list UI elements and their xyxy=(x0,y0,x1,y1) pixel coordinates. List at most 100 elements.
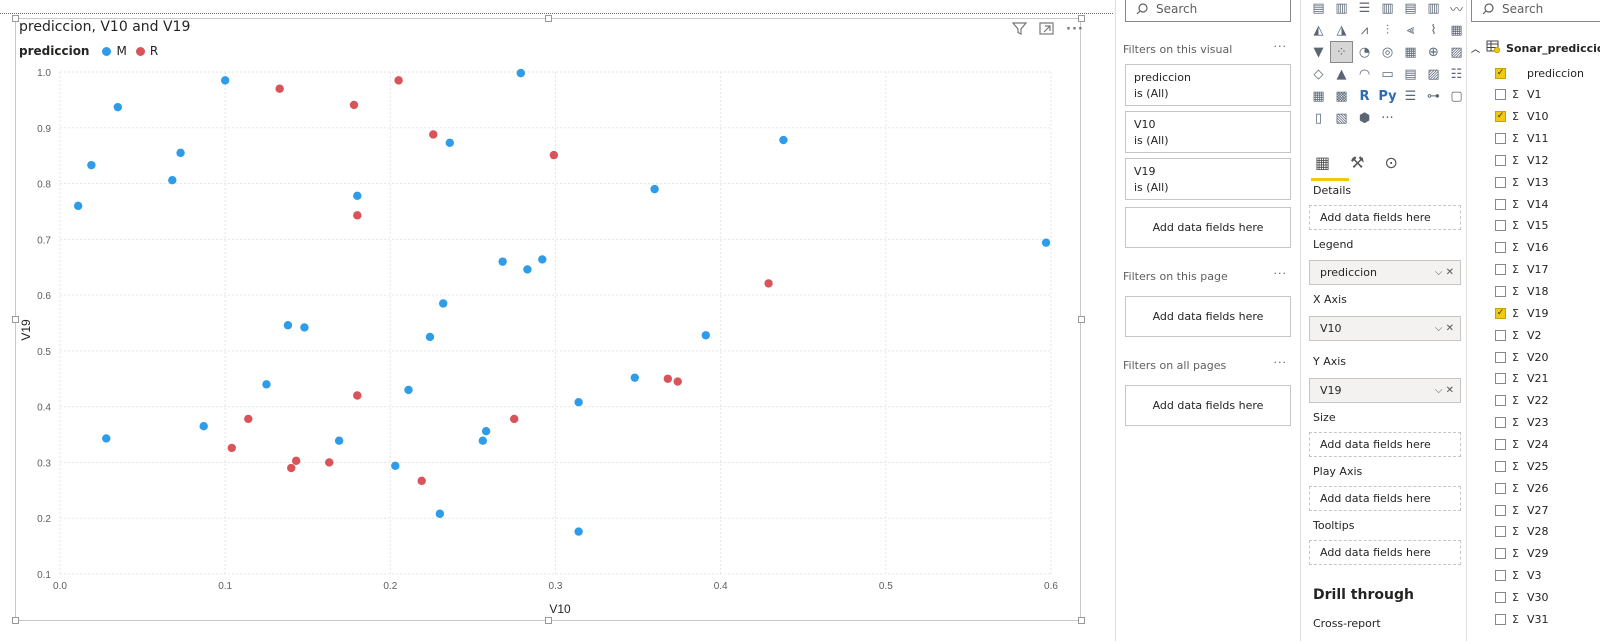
field-checkbox[interactable] xyxy=(1495,482,1506,494)
data-point-m[interactable] xyxy=(334,436,344,445)
data-point-r[interactable] xyxy=(353,211,362,220)
key-influencers-icon[interactable]: ☰ xyxy=(1404,88,1417,104)
azure-map-icon[interactable]: ▲ xyxy=(1336,66,1347,82)
data-point-r[interactable] xyxy=(510,414,519,424)
data-point-m[interactable] xyxy=(353,191,362,201)
kpi-icon[interactable]: ▨ xyxy=(1427,66,1440,82)
field-item-v15[interactable]: Σ V15 xyxy=(1495,217,1549,235)
data-point-m[interactable] xyxy=(391,461,400,470)
stacked-area-icon[interactable]: ◮ xyxy=(1336,22,1347,38)
data-point-m[interactable] xyxy=(425,332,435,342)
data-point-m[interactable] xyxy=(262,380,271,389)
line-stacked-column-icon[interactable]: ⫶ xyxy=(1385,22,1390,38)
data-point-m[interactable] xyxy=(445,138,454,148)
field-checkbox[interactable] xyxy=(1495,329,1506,341)
data-point-m[interactable] xyxy=(498,257,507,266)
data-point-r[interactable] xyxy=(429,130,438,139)
data-point-m[interactable] xyxy=(574,527,583,536)
data-point-r[interactable] xyxy=(417,476,426,486)
x-axis-well[interactable]: V10 ⌵ ✕ xyxy=(1309,316,1461,341)
resize-handle-top-right[interactable] xyxy=(1078,15,1085,22)
field-item-v18[interactable]: Σ V18 xyxy=(1495,283,1549,301)
play-axis-well[interactable]: Add data fields here xyxy=(1309,486,1461,511)
treemap-icon[interactable]: ▦ xyxy=(1404,44,1417,60)
data-point-m[interactable] xyxy=(435,509,445,518)
data-point-m[interactable] xyxy=(168,176,177,185)
scatter-chart-icon[interactable]: ⁘ xyxy=(1330,41,1353,63)
clustered-bar-icon[interactable]: ☰ xyxy=(1358,0,1371,16)
resize-handle-right[interactable] xyxy=(1078,316,1085,323)
data-point-m[interactable] xyxy=(438,299,448,308)
legend-well[interactable]: prediccion ⌵ ✕ xyxy=(1309,260,1461,285)
matrix-icon[interactable]: ▩ xyxy=(1335,88,1348,104)
resize-handle-top[interactable] xyxy=(545,15,552,22)
field-checkbox[interactable] xyxy=(1495,460,1506,472)
funnel-icon[interactable]: ▼ xyxy=(1313,44,1324,60)
data-point-m[interactable] xyxy=(481,427,491,436)
fields-tab-icon[interactable]: ▦ xyxy=(1315,153,1331,172)
add-report-filter-well[interactable]: Add data fields here xyxy=(1125,385,1291,426)
waterfall-icon[interactable]: ▦ xyxy=(1450,22,1463,38)
report-canvas[interactable]: prediccion, V10 and V19 prediccion M R ·… xyxy=(0,0,1113,641)
field-checkbox[interactable]: ✓ xyxy=(1495,67,1506,79)
data-point-m[interactable] xyxy=(516,68,526,78)
more-options-icon[interactable]: ··· xyxy=(1066,22,1084,37)
field-checkbox[interactable] xyxy=(1495,154,1506,166)
field-checkbox[interactable] xyxy=(1495,526,1506,538)
100-bar-icon[interactable]: ▤ xyxy=(1404,0,1417,16)
power-apps-icon[interactable]: ▧ xyxy=(1335,110,1348,126)
field-item-v14[interactable]: Σ V14 xyxy=(1495,195,1549,213)
qa-icon[interactable]: ▢ xyxy=(1450,88,1463,104)
filters-search-input[interactable]: Search xyxy=(1125,0,1291,22)
stacked-bar-icon[interactable]: ▤ xyxy=(1312,0,1325,16)
resize-handle-bottom[interactable] xyxy=(545,617,552,624)
field-item-v2[interactable]: Σ V2 xyxy=(1495,326,1542,344)
line-column-icon[interactable]: ⩘ xyxy=(1360,22,1369,38)
data-point-m[interactable] xyxy=(220,76,230,85)
field-item-v3[interactable]: Σ V3 xyxy=(1495,567,1542,585)
field-item-v16[interactable]: Σ V16 xyxy=(1495,239,1549,257)
field-checkbox[interactable]: ✓ xyxy=(1495,307,1506,319)
field-checkbox[interactable] xyxy=(1495,133,1506,145)
100-column-icon[interactable]: ▥ xyxy=(1427,0,1440,16)
field-checkbox[interactable] xyxy=(1495,198,1506,210)
field-item-v24[interactable]: Σ V24 xyxy=(1495,435,1549,453)
data-point-r[interactable] xyxy=(394,76,403,85)
clustered-column-icon[interactable]: ▥ xyxy=(1381,0,1394,16)
data-point-m[interactable] xyxy=(73,201,83,211)
focus-mode-icon[interactable] xyxy=(1039,22,1054,39)
gauge-icon[interactable]: ◠ xyxy=(1358,66,1371,82)
field-checkbox[interactable] xyxy=(1495,417,1506,429)
decomposition-tree-icon[interactable]: ⊶ xyxy=(1427,88,1440,104)
field-item-v25[interactable]: Σ V25 xyxy=(1495,457,1549,475)
python-visual-icon[interactable]: Py xyxy=(1378,88,1397,104)
data-point-m[interactable] xyxy=(1041,238,1051,247)
field-checkbox[interactable] xyxy=(1495,286,1506,297)
details-well[interactable]: Add data fields here xyxy=(1309,205,1461,230)
field-checkbox[interactable] xyxy=(1495,242,1506,254)
chevron-up-icon[interactable]: ︿ xyxy=(1471,44,1481,55)
filter-card-v19[interactable]: V19 is (All) xyxy=(1125,158,1291,200)
field-item-v27[interactable]: Σ V27 xyxy=(1495,501,1549,519)
table-node[interactable]: ︿ Sonar_prediccion xyxy=(1471,40,1600,56)
ribbon-icon[interactable]: ⌇ xyxy=(1430,22,1437,38)
more-visuals-icon[interactable]: ··· xyxy=(1381,110,1394,126)
field-item-v17[interactable]: Σ V17 xyxy=(1495,261,1549,279)
filter-card-prediccion[interactable]: prediccion is (All) xyxy=(1125,64,1291,106)
resize-handle-bottom-right[interactable] xyxy=(1078,617,1085,624)
legend-label-r[interactable]: R xyxy=(149,44,159,58)
field-item-v29[interactable]: Σ V29 xyxy=(1495,545,1549,563)
line-chart-icon[interactable]: 〰 xyxy=(1449,2,1463,18)
field-checkbox[interactable] xyxy=(1495,373,1506,385)
field-item-v23[interactable]: Σ V23 xyxy=(1495,414,1549,432)
field-checkbox[interactable] xyxy=(1495,220,1506,232)
data-point-m[interactable] xyxy=(630,373,639,382)
field-checkbox[interactable]: ✓ xyxy=(1495,111,1506,123)
field-checkbox[interactable] xyxy=(1495,438,1506,450)
analytics-icon[interactable]: ⊙ xyxy=(1384,153,1398,172)
y-axis-well[interactable]: V19 ⌵ ✕ xyxy=(1309,378,1461,403)
filled-map-icon[interactable]: ▨ xyxy=(1450,44,1463,60)
map-icon[interactable]: ⊕ xyxy=(1428,44,1439,60)
resize-handle-bottom-left[interactable] xyxy=(12,617,19,624)
data-point-m[interactable] xyxy=(113,102,123,112)
